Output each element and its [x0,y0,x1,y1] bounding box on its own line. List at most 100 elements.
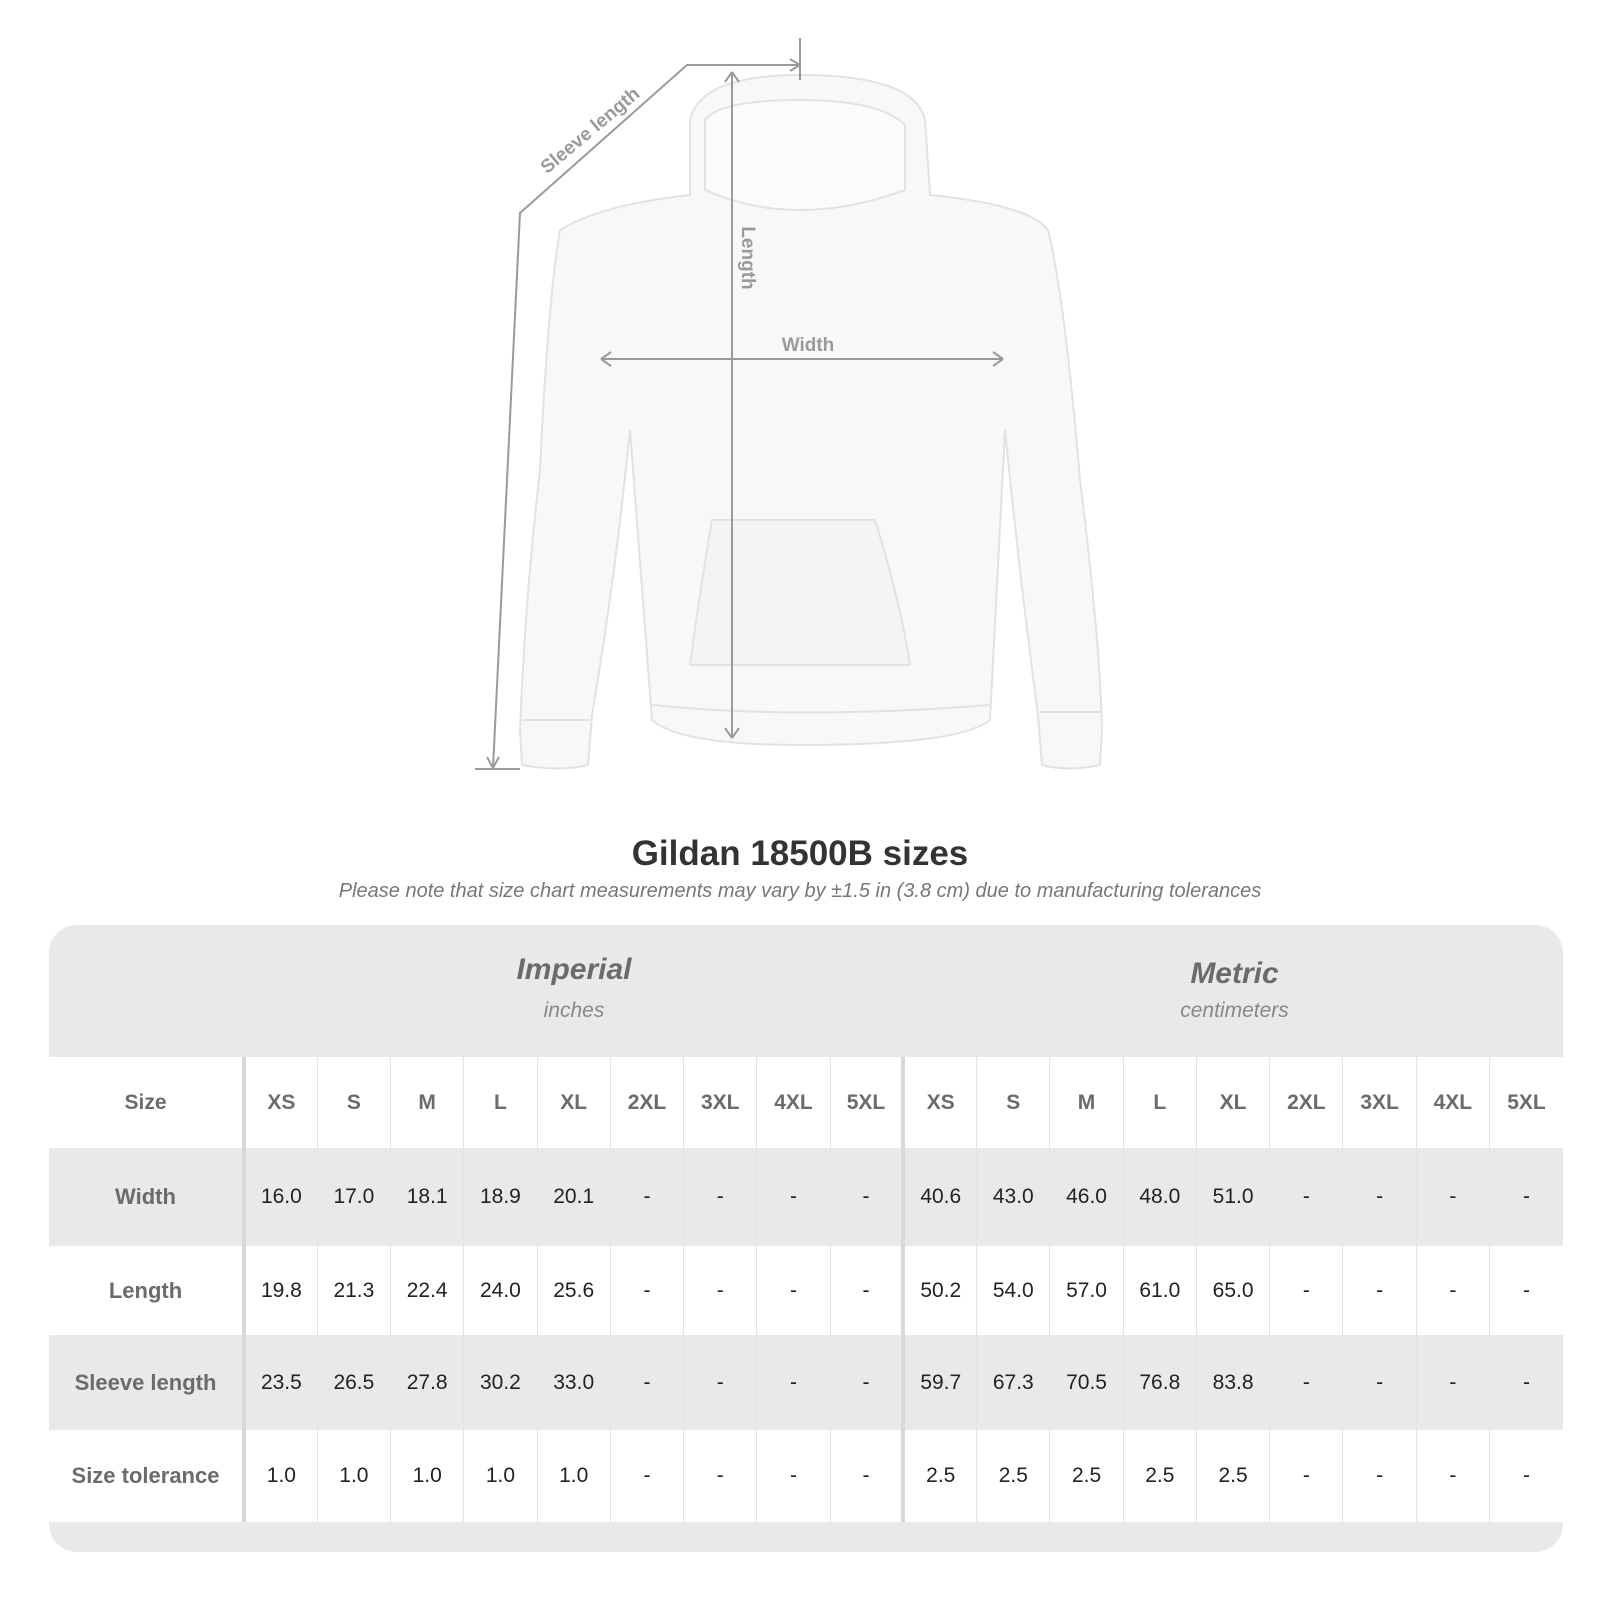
imperial-value: - [829,1148,904,1246]
metric-value: 2.5 [1122,1430,1197,1522]
metric-value: 46.0 [1049,1148,1124,1246]
metric-value: 67.3 [976,1335,1050,1430]
imperial-value: - [756,1335,831,1430]
imperial-size-m: M [390,1057,464,1148]
imperial-size-xl: XL [536,1057,611,1148]
metric-value: - [1489,1430,1563,1522]
imperial-value: 1.0 [390,1430,464,1522]
metric-value: - [1415,1430,1490,1522]
metric-value: 50.2 [901,1246,977,1335]
metric-unit: centimeters [1180,999,1289,1022]
metric-value: 2.5 [901,1430,977,1522]
imperial-size-xs: XS [243,1057,318,1148]
tolerance-note: Please note that size chart measurements… [338,880,1262,902]
imperial-value: - [609,1335,684,1430]
metric-value: - [1415,1148,1490,1246]
width-arrow [600,351,1004,367]
metric-value: - [1489,1246,1563,1335]
metric-value: 54.0 [976,1246,1050,1335]
measure-lines [475,38,1004,770]
metric-value: 40.6 [901,1148,977,1246]
metric-value: 2.5 [1049,1430,1124,1522]
table-row: Size tolerance 1.0 1.0 1.0 1.0 1.0- - - -2.5 2.5 2… [49,1430,1563,1522]
table-row: Sleeve length 23.5 26.5 27.8 30.2 33.0- - - -59.… [49,1335,1563,1430]
imperial-value: 16.0 [243,1148,318,1246]
metric-value: 65.0 [1195,1246,1270,1335]
imperial-value: - [683,1430,757,1522]
metric-size-xl: XL [1195,1057,1270,1148]
imperial-size-4xl: 4XL [756,1057,831,1148]
sleeve-length-line [492,64,800,769]
metric-value: 76.8 [1122,1335,1197,1430]
imperial-size-s: S [316,1057,391,1148]
metric-size-5xl: 5XL [1489,1057,1563,1148]
size-table-card: Imperial inches Metric centimeters Size X… [49,925,1563,1552]
metric-value: 57.0 [1049,1246,1124,1335]
metric-size-xs: XS [901,1057,977,1148]
metric-value: 48.0 [1122,1148,1197,1246]
imperial-unit: inches [543,999,605,1022]
imperial-value: 25.6 [536,1246,611,1335]
imperial-value: - [609,1430,684,1522]
imperial-header: Imperial inches [242,953,906,1023]
metric-value: 59.7 [901,1335,977,1430]
metric-value: - [1342,1246,1417,1335]
imperial-value: 27.8 [390,1335,464,1430]
size-table: Size XS S M L XL 2XL 3XL 4XL 5XL XS S M L XL 2XL 3XL 4XL 5… [49,1057,1563,1522]
metric-value: 70.5 [1049,1335,1124,1430]
imperial-value: - [683,1246,757,1335]
metric-size-l: L [1122,1057,1197,1148]
metric-value: - [1342,1148,1417,1246]
width-label: Width [782,335,835,356]
metric-value: - [1415,1246,1490,1335]
imperial-title: Imperial [516,953,632,986]
imperial-value: 1.0 [243,1430,318,1522]
metric-size-s: S [976,1057,1050,1148]
row-label: Sleeve length [49,1335,246,1430]
row-label: Length [49,1246,246,1335]
metric-value: - [1269,1430,1343,1522]
metric-size-2xl: 2XL [1269,1057,1343,1148]
imperial-value: 22.4 [390,1246,464,1335]
metric-value: 2.5 [976,1430,1050,1522]
metric-title: Metric [1190,957,1279,990]
imperial-value: - [829,1335,904,1430]
page-title: Gildan 18500B sizes [631,834,969,873]
imperial-value: 26.5 [316,1335,391,1430]
imperial-size-5xl: 5XL [829,1057,904,1148]
imperial-value: 24.0 [463,1246,538,1335]
row-label: Size tolerance [49,1430,246,1522]
metric-value: 51.0 [1195,1148,1270,1246]
imperial-value: 33.0 [536,1335,611,1430]
imperial-value: - [829,1430,904,1522]
size-header-row: Size XS S M L XL 2XL 3XL 4XL 5XL XS S M L XL 2XL 3XL 4XL 5… [49,1057,1563,1148]
length-arrow [724,71,740,739]
imperial-value: 21.3 [316,1246,391,1335]
table-row: Length 19.8 21.3 22.4 24.0 25.6- - - -50.2 54.0 57… [49,1246,1563,1335]
metric-value: - [1342,1335,1417,1430]
imperial-value: 20.1 [536,1148,611,1246]
imperial-value: 18.1 [390,1148,464,1246]
imperial-value: 30.2 [463,1335,538,1430]
metric-value: 43.0 [976,1148,1050,1246]
imperial-value: - [756,1148,831,1246]
metric-size-4xl: 4XL [1415,1057,1490,1148]
imperial-value: 1.0 [463,1430,538,1522]
metric-value: - [1269,1148,1343,1246]
metric-value: 2.5 [1195,1430,1270,1522]
imperial-value: - [756,1246,831,1335]
imperial-value: 23.5 [243,1335,318,1430]
metric-size-m: M [1049,1057,1124,1148]
imperial-value: 17.0 [316,1148,391,1246]
imperial-value: 18.9 [463,1148,538,1246]
row-label: Width [49,1148,246,1246]
size-header: Size [49,1057,246,1148]
imperial-size-2xl: 2XL [609,1057,684,1148]
imperial-size-3xl: 3XL [683,1057,757,1148]
imperial-value: 19.8 [243,1246,318,1335]
imperial-value: - [609,1246,684,1335]
table-row: Width 16.0 17.0 18.1 18.9 20.1- - - -40.6 43.0 46.… [49,1148,1563,1246]
metric-value: - [1415,1335,1490,1430]
metric-header: Metric centimeters [906,957,1563,1023]
hoodie-image [518,73,1104,770]
